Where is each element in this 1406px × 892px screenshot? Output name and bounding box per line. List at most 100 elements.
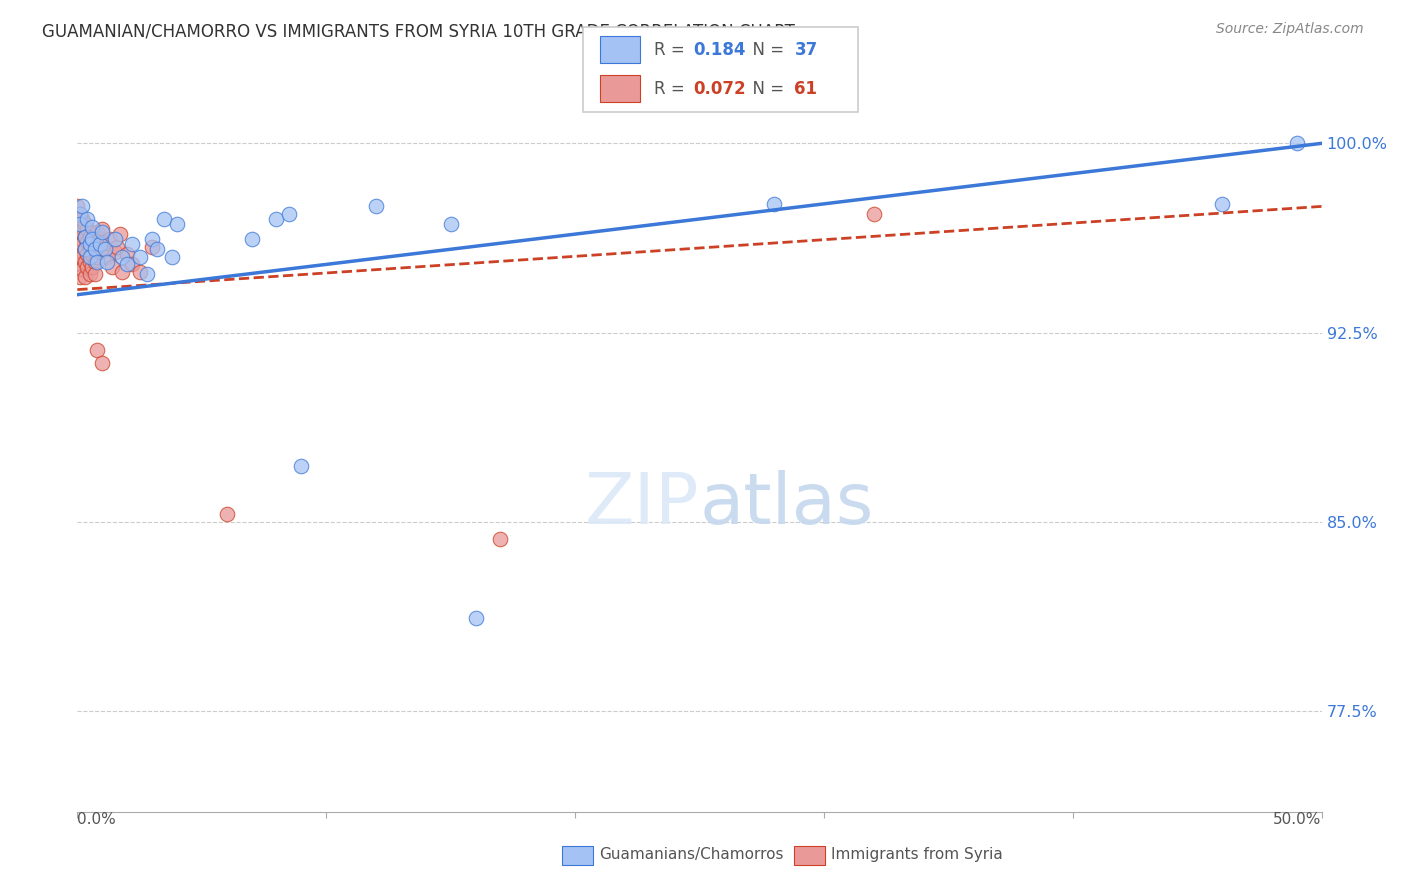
Point	[73, 270, 96, 285]
Point	[86, 250, 108, 264]
Point	[91, 225, 114, 239]
Point	[73, 242, 96, 256]
Point	[108, 227, 131, 241]
Point	[91, 235, 114, 249]
Point	[128, 265, 150, 279]
Point	[82, 247, 104, 261]
Point	[440, 217, 463, 231]
Point	[66, 237, 89, 252]
Point	[83, 242, 105, 256]
Point	[66, 212, 89, 227]
Text: Guamanians/Chamorros: Guamanians/Chamorros	[599, 847, 783, 862]
Text: GUAMANIAN/CHAMORRO VS IMMIGRANTS FROM SYRIA 10TH GRADE CORRELATION CHART: GUAMANIAN/CHAMORRO VS IMMIGRANTS FROM SY…	[42, 22, 794, 40]
Text: 0.0%: 0.0%	[77, 812, 117, 827]
Point	[763, 197, 786, 211]
Text: Immigrants from Syria: Immigrants from Syria	[831, 847, 1002, 862]
Point	[111, 250, 134, 264]
Point	[86, 237, 108, 252]
Point	[82, 219, 104, 234]
Text: R =: R =	[654, 41, 690, 59]
Point	[69, 207, 91, 221]
Point	[73, 217, 96, 231]
Point	[83, 268, 105, 282]
Point	[277, 207, 299, 221]
Point	[104, 232, 127, 246]
Point	[69, 257, 91, 271]
Point	[83, 255, 105, 269]
Point	[72, 237, 94, 252]
Point	[105, 240, 128, 254]
Text: ZIP: ZIP	[585, 470, 700, 539]
Point	[93, 242, 115, 256]
Point	[93, 240, 115, 254]
Point	[83, 242, 105, 256]
Point	[464, 610, 486, 624]
Point	[79, 237, 101, 252]
Point	[160, 250, 183, 264]
Text: 50.0%: 50.0%	[1274, 812, 1322, 827]
Point	[82, 260, 104, 274]
Point	[364, 199, 387, 213]
Point	[111, 265, 134, 279]
Point	[66, 250, 89, 264]
Point	[153, 212, 176, 227]
Text: 0.072: 0.072	[693, 79, 745, 97]
Point	[76, 235, 98, 249]
Point	[91, 222, 114, 236]
Text: N =: N =	[742, 79, 790, 97]
Point	[76, 247, 98, 261]
Point	[240, 232, 263, 246]
Point	[96, 255, 118, 269]
Point	[101, 260, 124, 274]
Point	[115, 257, 138, 271]
Point	[215, 507, 238, 521]
Text: N =: N =	[742, 41, 790, 59]
Point	[290, 459, 312, 474]
Point	[115, 247, 138, 261]
Point	[79, 255, 101, 269]
Point	[146, 242, 169, 256]
Text: Source: ZipAtlas.com: Source: ZipAtlas.com	[1216, 22, 1364, 37]
Point	[141, 232, 163, 246]
Point	[72, 225, 94, 239]
Point	[69, 270, 91, 285]
Point	[72, 250, 94, 264]
Point	[489, 533, 512, 547]
Point	[82, 232, 104, 246]
Text: atlas: atlas	[700, 470, 875, 539]
Point	[121, 237, 143, 252]
Point	[166, 217, 188, 231]
Point	[96, 250, 118, 264]
Point	[89, 232, 111, 246]
Point	[69, 232, 91, 246]
Point	[82, 235, 104, 249]
Point	[66, 225, 89, 239]
Text: 61: 61	[794, 79, 817, 97]
Point	[121, 257, 143, 271]
Point	[76, 212, 98, 227]
Point	[69, 219, 91, 234]
Point	[69, 207, 91, 221]
Point	[89, 237, 111, 252]
Point	[76, 222, 98, 236]
Point	[79, 250, 101, 264]
Point	[72, 262, 94, 277]
Point	[79, 268, 101, 282]
Point	[72, 199, 94, 213]
Text: R =: R =	[654, 79, 690, 97]
Point	[89, 244, 111, 259]
Text: 0.184: 0.184	[693, 41, 745, 59]
Point	[73, 229, 96, 244]
Point	[66, 199, 89, 213]
Point	[73, 255, 96, 269]
Point	[72, 212, 94, 227]
Point	[73, 242, 96, 256]
Point	[86, 343, 108, 358]
Point	[79, 229, 101, 244]
Point	[86, 225, 108, 239]
Point	[73, 229, 96, 244]
Point	[141, 240, 163, 254]
Point	[1285, 136, 1308, 151]
Point	[69, 217, 91, 231]
Text: 37: 37	[794, 41, 818, 59]
